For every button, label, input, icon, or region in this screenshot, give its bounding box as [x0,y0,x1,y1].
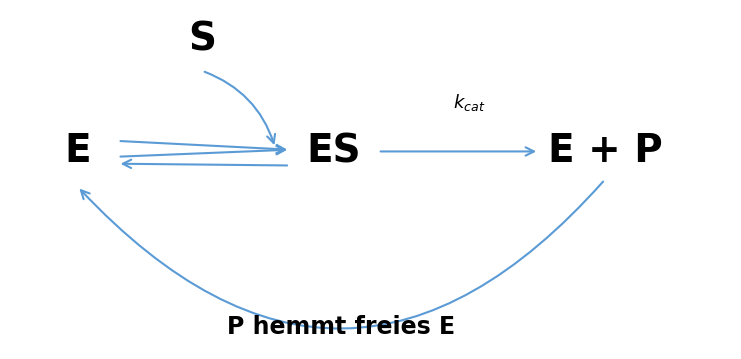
Text: ES: ES [307,132,361,171]
Text: P hemmt freies E: P hemmt freies E [227,315,455,339]
Text: S: S [188,20,216,58]
Text: E: E [64,132,90,171]
Text: E + P: E + P [548,132,662,171]
Text: k$_{\mathregular{cat}}$: k$_{\mathregular{cat}}$ [453,92,485,113]
